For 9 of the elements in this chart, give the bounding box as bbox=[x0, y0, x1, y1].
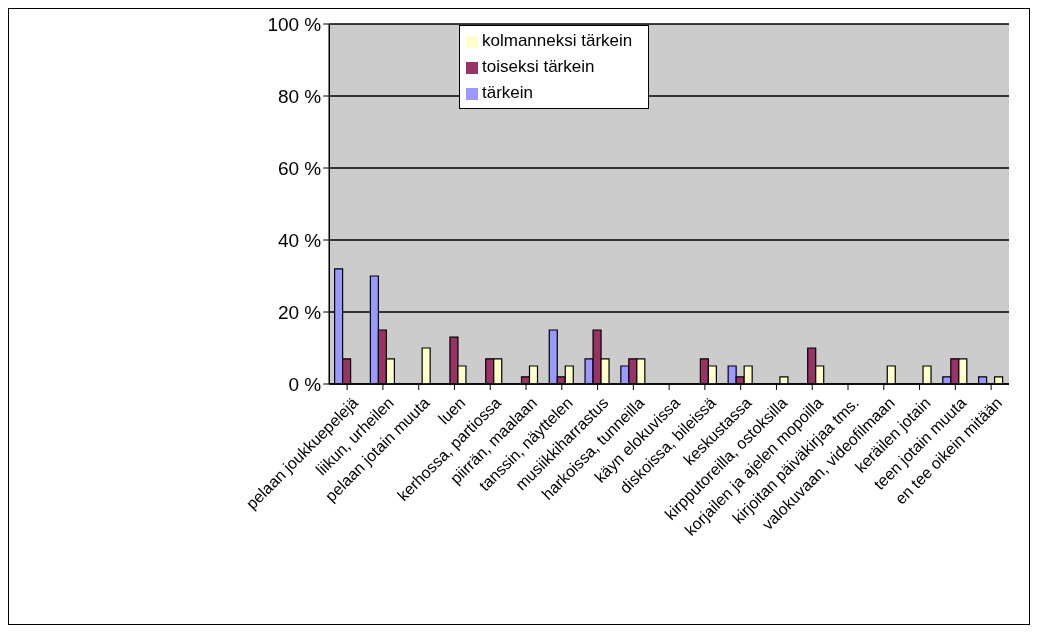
legend-label: kolmanneksi tärkein bbox=[482, 31, 633, 50]
y-tick-label: 100 % bbox=[267, 13, 322, 35]
legend-label: toiseksi tärkein bbox=[482, 57, 595, 76]
y-tick-label: 40 % bbox=[277, 229, 322, 251]
y-tick-label: 60 % bbox=[277, 157, 322, 179]
legend-label: tärkein bbox=[482, 83, 534, 102]
y-tick-label: 80 % bbox=[277, 85, 322, 107]
y-tick-label: 0 % bbox=[288, 373, 322, 395]
y-tick-label: 20 % bbox=[277, 301, 322, 323]
